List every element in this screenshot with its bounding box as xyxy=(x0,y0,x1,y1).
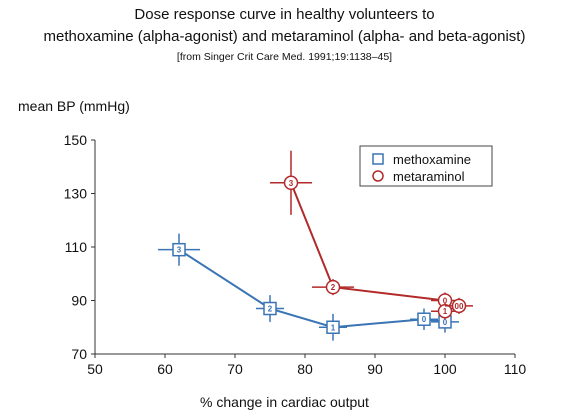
metaraminol-line xyxy=(290,182,460,313)
legend-label: methoxamine xyxy=(393,152,471,167)
legend-label: metaraminol xyxy=(393,169,465,184)
metaraminol-point xyxy=(325,279,341,295)
methoxamine-point-label: 1 xyxy=(331,323,336,332)
y-tick-label: 110 xyxy=(65,239,88,255)
metaraminol-point-label: 1 xyxy=(443,307,448,316)
methoxamine-point-label: 0 xyxy=(422,315,427,324)
methoxamine-point xyxy=(326,320,340,334)
legend-circle-marker xyxy=(372,170,384,182)
methoxamine-point-label: 2 xyxy=(268,305,273,314)
methoxamine-point-label: 0 xyxy=(443,318,448,327)
y-tick-label: 150 xyxy=(64,132,88,148)
x-tick-label: 80 xyxy=(297,361,313,377)
x-tick-label: 60 xyxy=(157,361,173,377)
y-axis-label: mean BP (mmHg) xyxy=(18,98,130,114)
methoxamine-point xyxy=(417,312,431,326)
methoxamine-point xyxy=(172,242,186,257)
y-tick-label: 70 xyxy=(71,346,87,362)
chart-title-line1: Dose response curve in healthy volunteer… xyxy=(134,6,435,23)
metaraminol-point-label: 0 xyxy=(443,297,448,306)
x-tick-label: 90 xyxy=(367,361,383,377)
chart-title-line2: methoxamine (alpha-agonist) and metarami… xyxy=(43,28,526,45)
metaraminol-point-label: 00 xyxy=(455,302,464,311)
methoxamine-point-label: 3 xyxy=(177,246,182,255)
metaraminol-point xyxy=(451,298,467,314)
x-tick-label: 110 xyxy=(504,361,527,377)
x-tick-label: 50 xyxy=(87,361,103,377)
methoxamine-point xyxy=(263,301,277,316)
legend-square-marker xyxy=(372,153,384,165)
y-tick-label: 130 xyxy=(64,186,88,202)
metaraminol-point xyxy=(437,303,453,319)
metaraminol-point xyxy=(283,175,299,191)
metaraminol-point-label: 2 xyxy=(331,283,336,292)
x-tick-label: 70 xyxy=(227,361,243,377)
x-axis-label: % change in cardiac output xyxy=(200,394,369,410)
methoxamine-line xyxy=(178,248,446,329)
metaraminol-point-label: 3 xyxy=(289,179,294,188)
x-tick-label: 100 xyxy=(433,361,457,377)
y-tick-label: 90 xyxy=(71,293,87,309)
chart-source-citation: [from Singer Crit Care Med. 1991;19:1138… xyxy=(176,51,393,63)
